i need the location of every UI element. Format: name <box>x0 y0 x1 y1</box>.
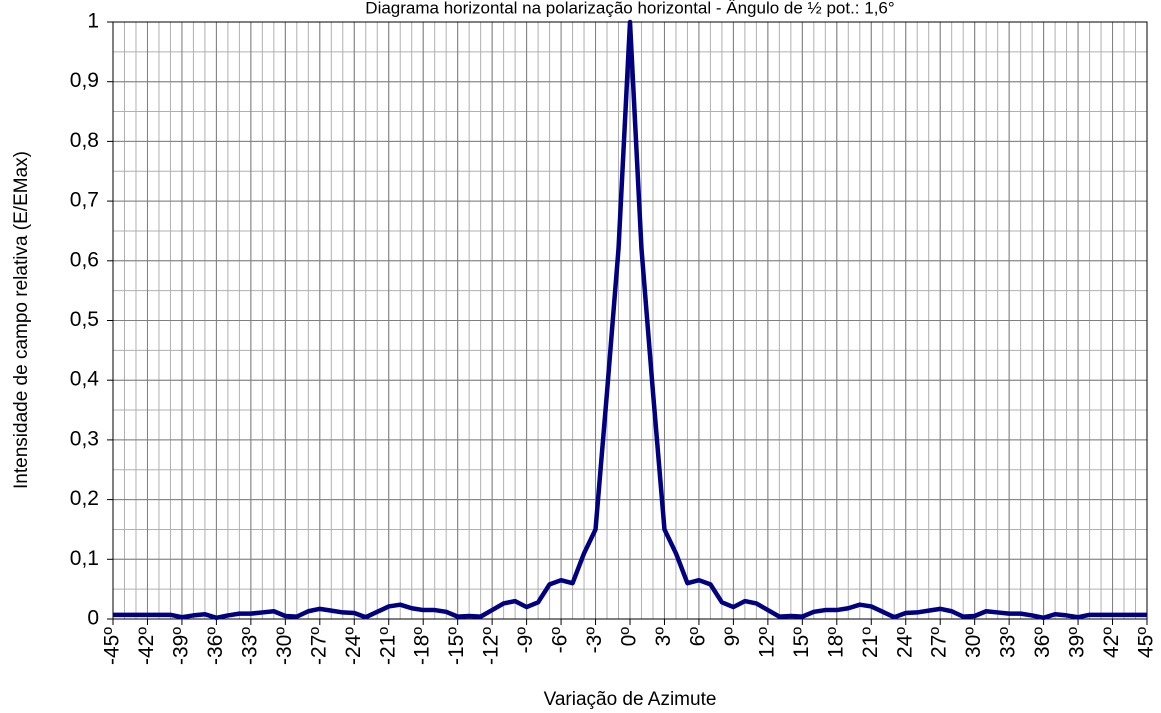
x-tick-label: 6º <box>686 627 709 647</box>
x-tick-label: -12º <box>480 627 503 665</box>
x-tick-label: -6º <box>549 627 572 654</box>
y-tick-label: 0,9 <box>70 69 99 92</box>
x-tick-label: -33º <box>238 627 261 665</box>
x-tick-label: -21º <box>376 627 399 665</box>
x-tick-label: 24º <box>893 627 916 658</box>
y-tick-label: 0,3 <box>70 427 99 450</box>
x-axis-label: Variação de Azimute <box>544 689 717 710</box>
x-tick-label: 12º <box>755 627 778 658</box>
x-tick-label: 42º <box>1100 627 1123 658</box>
x-tick-label: 45º <box>1135 627 1158 658</box>
y-tick-label: 0,4 <box>70 368 100 391</box>
x-tick-label: -30º <box>273 627 296 665</box>
x-tick-label: -18º <box>411 627 434 665</box>
x-tick-label: 30º <box>962 627 985 658</box>
y-tick-label: 0 <box>87 607 99 630</box>
x-tick-label: -27º <box>307 627 330 665</box>
x-tick-label: -24º <box>342 627 365 665</box>
data-line <box>113 19 1147 621</box>
x-tick-label: -36º <box>204 627 227 665</box>
x-tick-label: 33º <box>997 627 1020 658</box>
x-tick-label: 0º <box>618 627 641 647</box>
x-tick-label: -39º <box>169 627 192 665</box>
x-tick-label: -3º <box>583 627 606 654</box>
y-tick-label: 0,7 <box>70 189 99 212</box>
x-tick-label: 18º <box>824 627 847 658</box>
x-tick-label: 15º <box>790 627 813 658</box>
chart-title: Diagrama horizontal na polarização horiz… <box>365 0 894 17</box>
x-tick-label: 27º <box>928 627 951 658</box>
x-tick-label: 3º <box>652 627 675 647</box>
y-tick-label: 0,1 <box>70 547 99 570</box>
x-tick-label: 21º <box>859 627 882 658</box>
x-tick-label: 39º <box>1066 627 1089 658</box>
x-tick-label: -45º <box>101 627 124 665</box>
y-tick-label: 0,2 <box>70 487 99 510</box>
x-tick-label: 36º <box>1031 627 1054 658</box>
y-tick-label: 0,5 <box>70 308 99 331</box>
y-tick-label: 1 <box>87 10 99 33</box>
y-tick-label: 0,8 <box>70 129 99 152</box>
x-tick-label: -9º <box>514 627 537 654</box>
y-axis-label: Intensidade de campo relativa (E/EMax) <box>11 151 32 489</box>
x-tick-label: 9º <box>721 627 744 647</box>
x-tick-label: -42º <box>135 627 158 665</box>
x-tick-label: -15º <box>445 627 468 665</box>
y-tick-label: 0,6 <box>70 248 99 271</box>
